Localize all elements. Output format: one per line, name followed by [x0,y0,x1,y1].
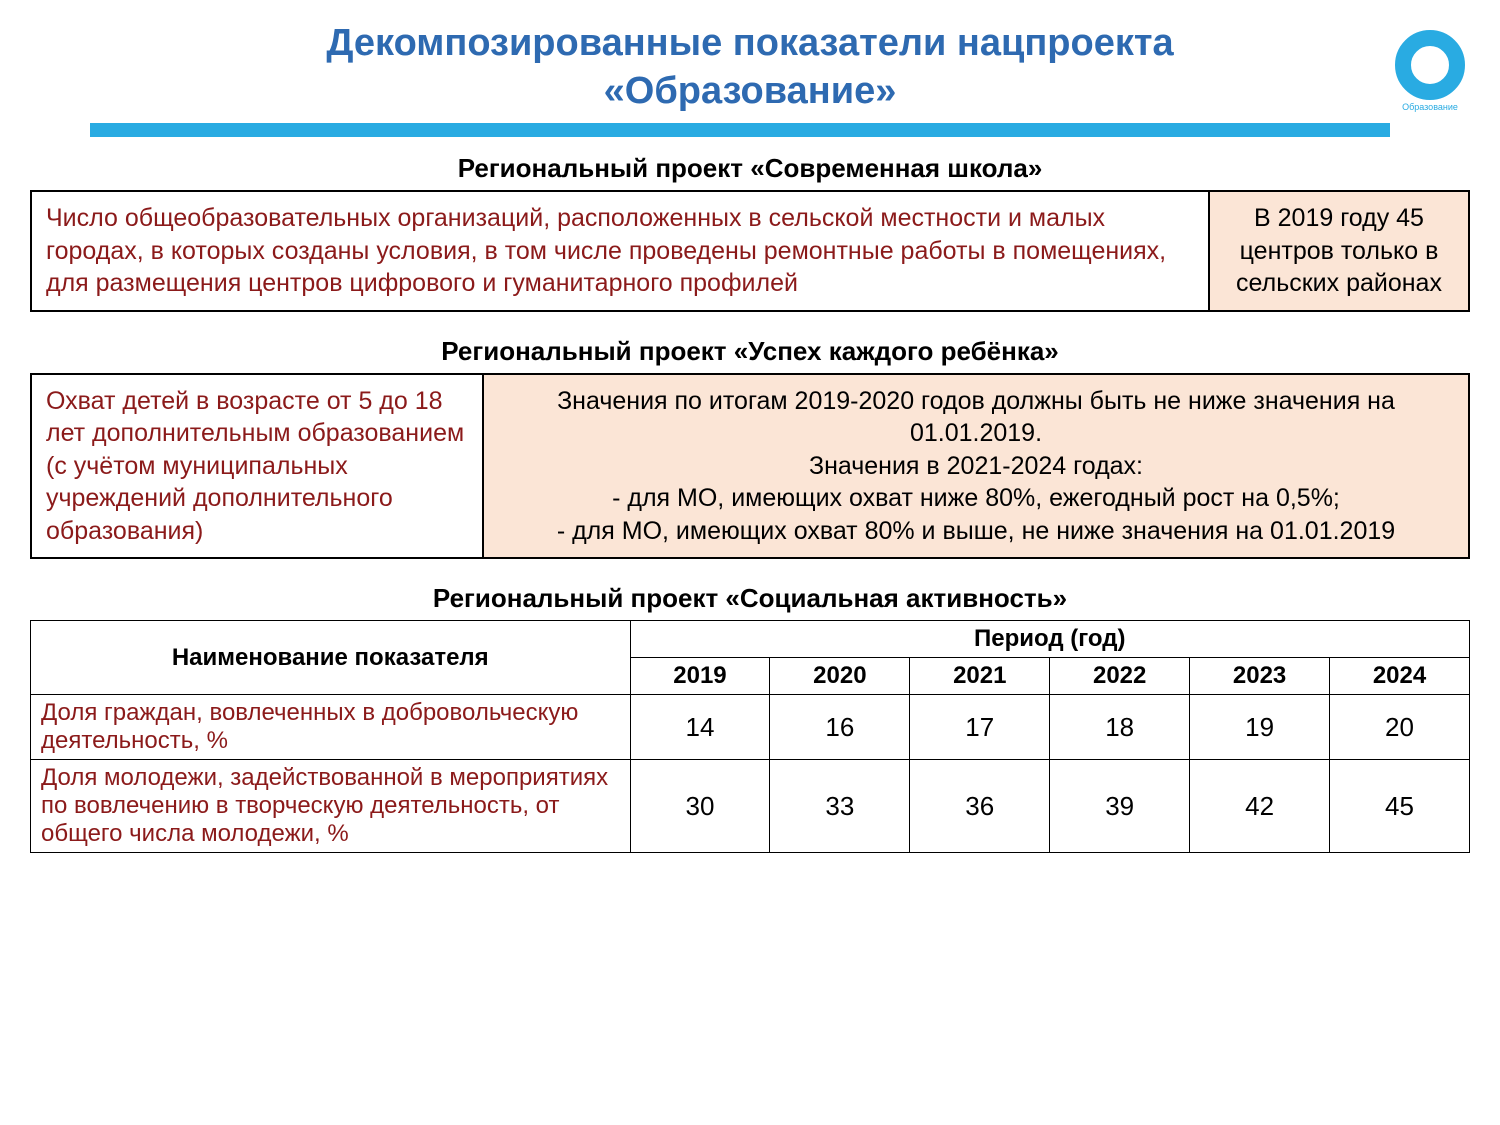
logo: Образование [1395,30,1465,112]
col-year-2: 2021 [910,658,1050,695]
section2-indicator-text: Охват детей в возрасте от 5 до 18 лет до… [46,385,468,548]
title-line-1: Декомпозированные показатели нацпроекта [326,22,1173,64]
col-year-0: 2019 [630,658,770,695]
col-year-3: 2022 [1050,658,1190,695]
section2-indicator: Охват детей в возрасте от 5 до 18 лет до… [32,375,482,558]
row0-val4: 19 [1190,695,1330,760]
col-year-1: 2020 [770,658,910,695]
col-year-5: 2024 [1330,658,1470,695]
section1-heading: Региональный проект «Современная школа» [30,153,1470,184]
section2-line4: - для МО, имеющих охват 80% и выше, не н… [557,517,1395,545]
row0-val3: 18 [1050,695,1190,760]
divider-bar [90,123,1390,137]
logo-label: Образование [1395,102,1465,112]
section2-line1: Значения по итогам 2019-2020 годов должн… [557,387,1395,448]
section2-line3: - для МО, имеющих охват ниже 80%, ежегод… [612,484,1340,512]
row0-val0: 14 [630,695,770,760]
row1-name: Доля молодежи, задействованной в меропри… [31,760,631,853]
row1-val1: 33 [770,760,910,853]
row0-val2: 17 [910,695,1050,760]
section3-heading: Региональный проект «Социальная активнос… [30,583,1470,614]
section2-value: Значения по итогам 2019-2020 годов должн… [482,375,1468,558]
table-row: Доля молодежи, задействованной в меропри… [31,760,1470,853]
row0-name: Доля граждан, вовлеченных в добровольчес… [31,695,631,760]
header: Декомпозированные показатели нацпроекта … [30,20,1470,115]
table-header-row-1: Наименование показателя Период (год) [31,621,1470,658]
section3-table: Наименование показателя Период (год) 201… [30,620,1470,853]
section1-indicator: Число общеобразовательных организаций, р… [32,192,1208,310]
row1-val2: 36 [910,760,1050,853]
section2-heading: Региональный проект «Успех каждого ребён… [30,336,1470,367]
col-header-period: Период (год) [630,621,1470,658]
row1-val3: 39 [1050,760,1190,853]
section2-line2: Значения в 2021-2024 годах: [809,452,1143,480]
col-header-name: Наименование показателя [31,621,631,695]
logo-circle-icon [1395,30,1465,100]
table-row: Доля граждан, вовлеченных в добровольчес… [31,695,1470,760]
row1-val5: 45 [1330,760,1470,853]
row0-val5: 20 [1330,695,1470,760]
section1-value: В 2019 году 45 центров только в сельских… [1208,192,1468,310]
row1-val4: 42 [1190,760,1330,853]
section1-box: Число общеобразовательных организаций, р… [30,190,1470,312]
row1-val0: 30 [630,760,770,853]
title-line-2: «Образование» [604,70,897,112]
col-year-4: 2023 [1190,658,1330,695]
page-title: Декомпозированные показатели нацпроекта … [30,20,1470,115]
row0-val1: 16 [770,695,910,760]
section2-box: Охват детей в возрасте от 5 до 18 лет до… [30,373,1470,560]
